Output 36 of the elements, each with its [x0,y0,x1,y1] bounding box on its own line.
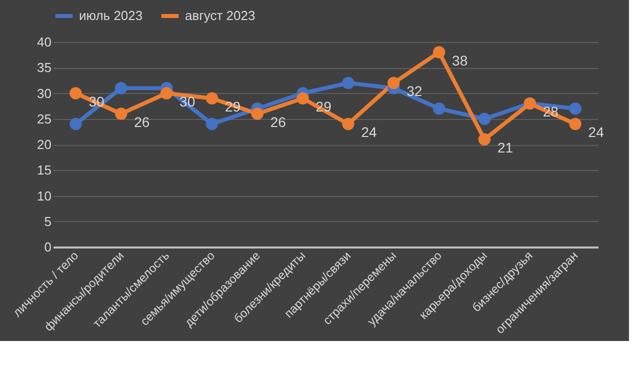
y-tick-label: 10 [37,188,52,204]
point [432,102,446,115]
point [569,102,582,115]
y-tick-label: 35 [37,60,52,76]
data-label: 32 [406,83,422,99]
point [251,108,264,120]
point [206,92,218,104]
y-tick-label: 25 [37,111,52,126]
point [70,87,82,100]
point [342,76,354,90]
legend-label: июль 2023 [79,8,143,23]
point [70,118,82,130]
data-label: 38 [452,52,468,68]
data-label: 24 [361,124,377,140]
point [478,133,491,146]
point [342,118,354,130]
y-tick-label: 30 [37,86,52,101]
y-tick-label: 5 [44,214,52,229]
point [478,112,491,125]
y-tick-label: 40 [37,34,52,50]
point [115,108,128,120]
data-label: 24 [588,124,604,140]
legend-label: август 2023 [185,8,256,23]
y-tick-label: 20 [37,137,52,152]
data-label: 26 [270,114,286,130]
point [115,82,128,94]
point [388,76,400,90]
point [296,92,309,104]
point [432,46,446,58]
data-label: 26 [134,114,150,130]
point [206,118,218,130]
y-tick-label: 0 [44,240,52,254]
data-label: 21 [497,139,514,156]
y-tick-label: 15 [37,162,52,178]
point [569,118,582,130]
point [160,87,173,100]
